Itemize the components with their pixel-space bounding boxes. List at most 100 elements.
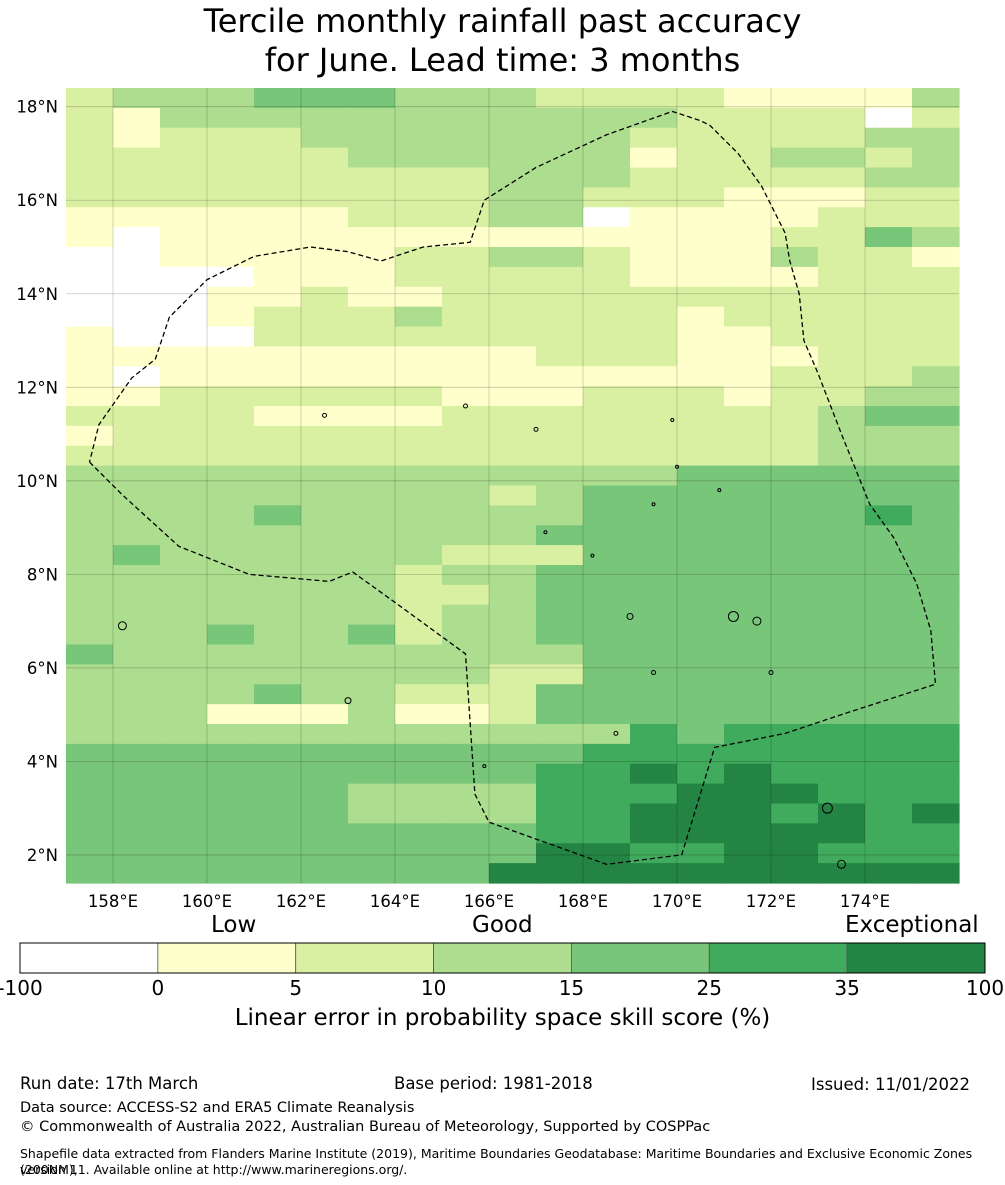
grid-cell — [677, 227, 725, 248]
grid-cell — [818, 386, 866, 407]
lon-tick-label: 164°E — [370, 892, 420, 911]
grid-cell — [818, 743, 866, 765]
grid-cell — [489, 863, 537, 884]
grid-cell — [66, 684, 114, 705]
grid-cell — [677, 127, 725, 149]
grid-cell — [724, 247, 772, 268]
grid-cell — [771, 843, 819, 864]
grid-cell — [348, 306, 396, 328]
grid-cell — [771, 445, 819, 467]
grid-cell — [536, 664, 584, 685]
grid-cell — [630, 684, 678, 705]
grid-cell — [207, 525, 255, 546]
island-outline — [727, 610, 739, 622]
map-figure: 18°N 16°N 14°N 12°N 10°N 8°N 6°N 4°N 2°N 158°E 16… — [0, 88, 1004, 1000]
colorbar-bin — [19, 942, 159, 974]
grid-cell — [113, 525, 161, 546]
grid-cell — [395, 783, 443, 805]
grid-cell — [912, 167, 960, 188]
grid-cell — [66, 743, 114, 765]
grid-cell — [583, 306, 631, 328]
grid-cell — [66, 644, 114, 665]
grid-cell — [160, 286, 208, 308]
grid-cell — [536, 863, 584, 884]
grid-cell — [66, 187, 114, 208]
shapefile-credit-line1: Shapefile data extracted from Flanders M… — [20, 1146, 973, 1177]
grid-cell — [489, 346, 537, 367]
grid-cell — [771, 525, 819, 546]
island-outline — [613, 730, 619, 736]
grid-cell — [395, 127, 443, 149]
grid-cell — [630, 386, 678, 407]
grid-cell — [254, 406, 302, 427]
grid-cell — [724, 545, 772, 566]
grid-cell — [677, 803, 725, 824]
grid-cell — [348, 88, 396, 109]
grid-cell — [301, 604, 349, 626]
grid-cell — [489, 425, 537, 447]
grid-cell — [254, 525, 302, 546]
grid-cell — [113, 763, 161, 785]
grid-cell — [677, 286, 725, 308]
grid-cell — [583, 247, 631, 268]
island-coastlines — [117, 403, 846, 869]
grid-cell — [442, 604, 490, 626]
grid-cell — [865, 147, 913, 169]
grid-cell — [583, 326, 631, 347]
grid-cell — [536, 406, 584, 427]
grid-cell — [865, 465, 913, 487]
grid-cell — [865, 406, 913, 427]
grid-cell — [395, 207, 443, 228]
grid-cell — [395, 803, 443, 824]
grid-cell — [489, 127, 537, 149]
grid-cell — [724, 366, 772, 387]
grid-cell — [583, 207, 631, 228]
island-outline — [768, 670, 774, 676]
grid-cell — [301, 783, 349, 805]
grid-cell — [583, 545, 631, 566]
grid-cell — [771, 584, 819, 606]
grid-cell — [912, 704, 960, 725]
grid-cell — [113, 843, 161, 864]
grid-cell — [301, 266, 349, 288]
grid-cell — [583, 445, 631, 467]
grid-cell — [818, 465, 866, 487]
grid-cell — [489, 584, 537, 606]
grid-cell — [536, 485, 584, 506]
grid-cell — [771, 823, 819, 844]
grid-cell — [583, 465, 631, 487]
grid-cell — [536, 843, 584, 864]
grid-cell — [301, 684, 349, 705]
grid-cell — [113, 545, 161, 566]
island-outline — [533, 426, 539, 432]
grid-cell — [160, 425, 208, 447]
grid-cell — [677, 704, 725, 725]
grid-cell — [912, 684, 960, 705]
colorbar-tick-label: 100 — [966, 976, 1004, 1000]
grid-cell — [66, 704, 114, 725]
grid-cell — [395, 863, 443, 884]
grid-cell — [912, 88, 960, 109]
grid-cell — [912, 505, 960, 526]
grid-cell — [536, 346, 584, 367]
grid-cell — [489, 763, 537, 785]
grid-cell — [912, 227, 960, 248]
grid-cell — [254, 505, 302, 526]
grid-cell — [724, 803, 772, 824]
grid-cell — [254, 286, 302, 308]
grid-cell — [254, 565, 302, 586]
grid-cell — [348, 684, 396, 705]
grid-cell — [771, 306, 819, 328]
grid-cell — [912, 445, 960, 467]
grid-cell — [254, 684, 302, 705]
grid-cell — [865, 366, 913, 387]
grid-cell — [301, 505, 349, 526]
grid-cell — [301, 346, 349, 367]
grid-cell — [66, 525, 114, 546]
grid-cell — [489, 684, 537, 705]
grid-cell — [771, 863, 819, 884]
grid-cell — [442, 584, 490, 606]
grid-cell — [912, 326, 960, 347]
grid-cell — [301, 406, 349, 427]
grid-cell — [66, 724, 114, 745]
